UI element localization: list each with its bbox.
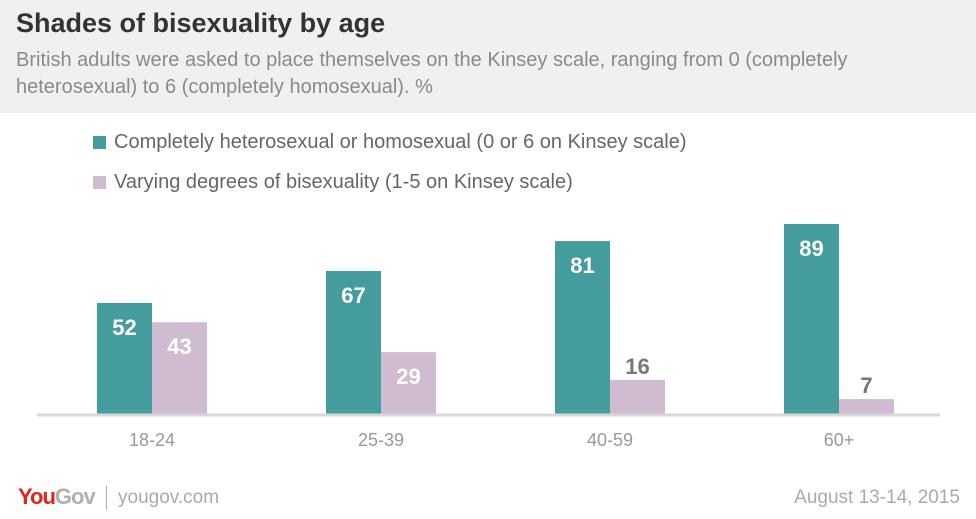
x-tick-label: 25-39 [358,430,404,450]
data-label: 16 [625,354,649,379]
header-band [0,0,976,113]
yougov-logo: YouGov [18,484,96,509]
bar-40-59-s1 [610,379,665,414]
bar-25-39-s1 [381,352,436,414]
data-label: 43 [167,334,191,359]
bar-60+-s0 [784,223,839,414]
date: August 13-14, 2015 [794,487,960,508]
legend-swatch [93,176,106,189]
x-tick-label: 18-24 [129,430,175,450]
bar-25-39-s0 [326,270,381,414]
data-label: 29 [396,364,420,389]
x-tick-label: 60+ [824,430,855,450]
legend-item-1: Varying degrees of bisexuality (1-5 on K… [93,171,573,194]
legend-label: Varying degrees of bisexuality (1-5 on K… [114,171,573,193]
legend-label: Completely heterosexual or homosexual (0… [114,131,687,153]
chart-title: Shades of bisexuality by age [16,8,386,38]
bar-40-59-s0 [555,241,610,414]
divider [106,486,107,510]
chart-subtitle: British adults were asked to place thems… [16,49,848,98]
bar-60+-s1 [839,399,894,414]
bar-18-24-s0 [97,302,152,414]
data-label: 52 [112,315,136,340]
legend-swatch [93,136,106,149]
legend-item-0: Completely heterosexual or homosexual (0… [93,131,687,154]
x-tick-label: 40-59 [587,430,633,450]
data-label: 67 [341,283,365,308]
data-label: 7 [860,373,872,398]
site-link[interactable]: yougov.com [118,487,220,508]
data-label: 81 [570,253,594,278]
bar-18-24-s1 [152,322,207,414]
data-label: 89 [799,236,823,261]
